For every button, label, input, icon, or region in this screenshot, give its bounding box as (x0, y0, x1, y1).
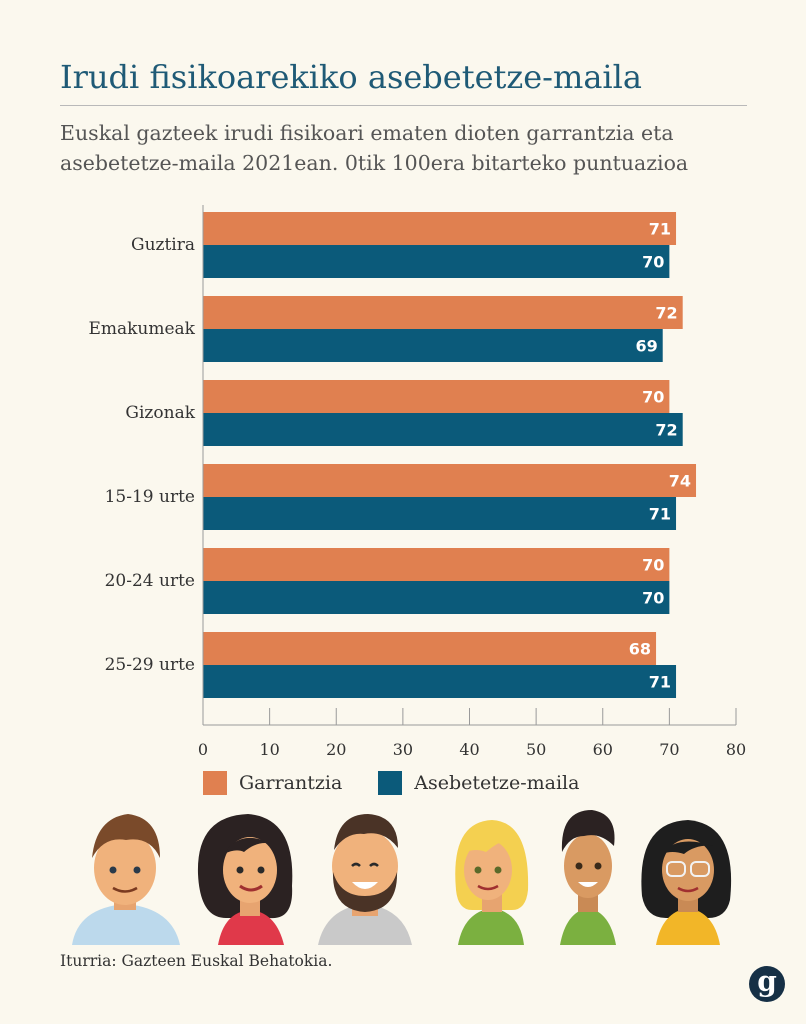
bar-chart: Guztira 71 70 Emakumeak 72 69 Gizonak 70 72 15-19… (88, 205, 746, 759)
woman-dark-hair-icon (197, 814, 293, 945)
x-tick-label-80: 80 (726, 740, 746, 759)
legend-label-garrantzia: Garrantzia (239, 772, 343, 794)
title-divider (60, 105, 747, 106)
bar-garrantzia-guztira (203, 212, 677, 245)
category-label-20-24-urte: 20-24 urte (105, 571, 195, 591)
data-label-garrantzia-20-24-urte: 70 (642, 556, 664, 575)
x-tick-label-60: 60 (593, 740, 613, 759)
bar-garrantzia-15-19-urte (203, 464, 697, 497)
x-tick-label-0: 0 (198, 740, 208, 759)
x-tick-label-70: 70 (659, 740, 679, 759)
x-tick-label-40: 40 (459, 740, 479, 759)
bar-garrantzia-20-24-urte (203, 548, 670, 581)
x-tick-label-10: 10 (259, 740, 279, 759)
legend-label-asebetetze-maila: Asebetetze-maila (414, 772, 580, 794)
source-note: Iturria: Gazteen Euskal Behatokia. (60, 952, 333, 970)
data-label-garrantzia-15-19-urte: 74 (669, 472, 691, 491)
bar-garrantzia-gizonak (203, 380, 670, 413)
bar-garrantzia-emakumeak (203, 296, 683, 329)
data-label-garrantzia-gizonak: 70 (642, 388, 664, 407)
bar-asebetetze-maila-gizonak (203, 413, 683, 446)
data-label-asebetetze-maila-gizonak: 72 (655, 421, 677, 440)
legend-swatch-asebetetze-maila (378, 771, 403, 795)
x-tick-label-30: 30 (393, 740, 413, 759)
man-brown-hair-icon (72, 814, 180, 945)
data-label-asebetetze-maila-25-29-urte: 71 (649, 673, 671, 692)
chart-title: Irudi fisikoarekiko asebetetze-maila (60, 58, 642, 96)
bar-garrantzia-25-29-urte (203, 632, 657, 665)
category-label-emakumeak: Emakumeak (88, 319, 195, 339)
chart-subtitle: Euskal gazteek irudi fisikoari ematen di… (60, 121, 689, 175)
data-label-asebetetze-maila-20-24-urte: 70 (642, 589, 664, 608)
illustration-people (72, 810, 732, 945)
publisher-logo: g (749, 966, 785, 1002)
category-label-25-29-urte: 25-29 urte (105, 655, 195, 675)
young-man-icon (560, 810, 616, 945)
data-label-asebetetze-maila-emakumeak: 69 (635, 337, 657, 356)
woman-blonde-icon (455, 820, 529, 945)
data-label-garrantzia-25-29-urte: 68 (629, 640, 651, 659)
man-beard-icon (318, 814, 412, 945)
legend-item-garrantzia: Garrantzia (203, 771, 342, 795)
category-label-15-19-urte: 15-19 urte (105, 487, 195, 507)
category-label-gizonak: Gizonak (125, 403, 195, 423)
bar-asebetetze-maila-20-24-urte (203, 581, 670, 614)
bar-asebetetze-maila-25-29-urte (203, 665, 677, 698)
data-label-asebetetze-maila-guztira: 70 (642, 253, 664, 272)
category-label-guztira: Guztira (131, 235, 195, 255)
bar-asebetetze-maila-emakumeak (203, 329, 663, 362)
chart-legend: Garrantzia Asebetetze-maila (203, 771, 615, 795)
bar-asebetetze-maila-15-19-urte (203, 497, 677, 530)
x-tick-label-50: 50 (526, 740, 546, 759)
data-label-garrantzia-guztira: 71 (649, 220, 671, 239)
legend-item-asebetetze-maila: Asebetetze-maila (378, 771, 579, 795)
bar-asebetetze-maila-guztira (203, 245, 670, 278)
legend-swatch-garrantzia (203, 771, 227, 795)
data-label-garrantzia-emakumeak: 72 (655, 304, 677, 323)
data-label-asebetetze-maila-15-19-urte: 71 (649, 505, 671, 524)
x-tick-label-20: 20 (326, 740, 346, 759)
woman-glasses-icon (641, 820, 732, 945)
